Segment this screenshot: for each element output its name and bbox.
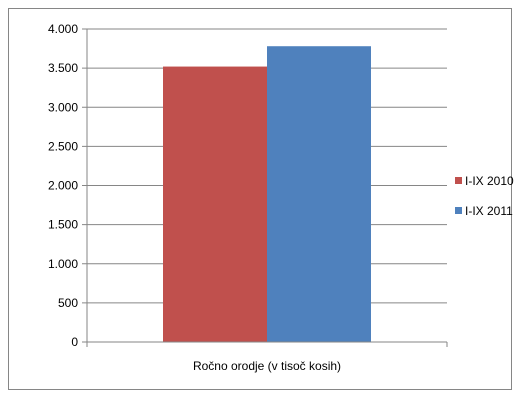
bars: [163, 46, 371, 343]
x-category-labels: Ročno orodje (v tisoč kosih): [193, 359, 341, 373]
y-tick-label: 3.000: [48, 100, 78, 114]
legend-label: I-IX 2010: [465, 174, 514, 188]
y-tick-label: 4.000: [48, 22, 78, 36]
legend: I-IX 2010 I-IX 2011: [455, 174, 514, 218]
bar-i-ix-2011: [267, 46, 371, 343]
legend-swatch: [455, 177, 462, 184]
y-tick-label: 1.500: [48, 218, 78, 232]
bar-i-ix-2010: [163, 66, 267, 342]
y-tick-label: 3.500: [48, 61, 78, 75]
axes: [82, 28, 448, 347]
x-category-label: Ročno orodje (v tisoč kosih): [193, 359, 341, 373]
y-tick-labels: 0 500 1.000 1.500 2.000 2.500 3.000 3.500 4.000: [48, 22, 78, 349]
legend-label: I-IX 2011: [465, 204, 513, 218]
legend-swatch: [455, 207, 462, 214]
y-tick-label: 0: [71, 335, 78, 349]
y-tick-label: 500: [58, 296, 78, 310]
y-tick-label: 1.000: [48, 257, 78, 271]
y-tick-label: 2.500: [48, 139, 78, 153]
y-tick-label: 2.000: [48, 179, 78, 193]
